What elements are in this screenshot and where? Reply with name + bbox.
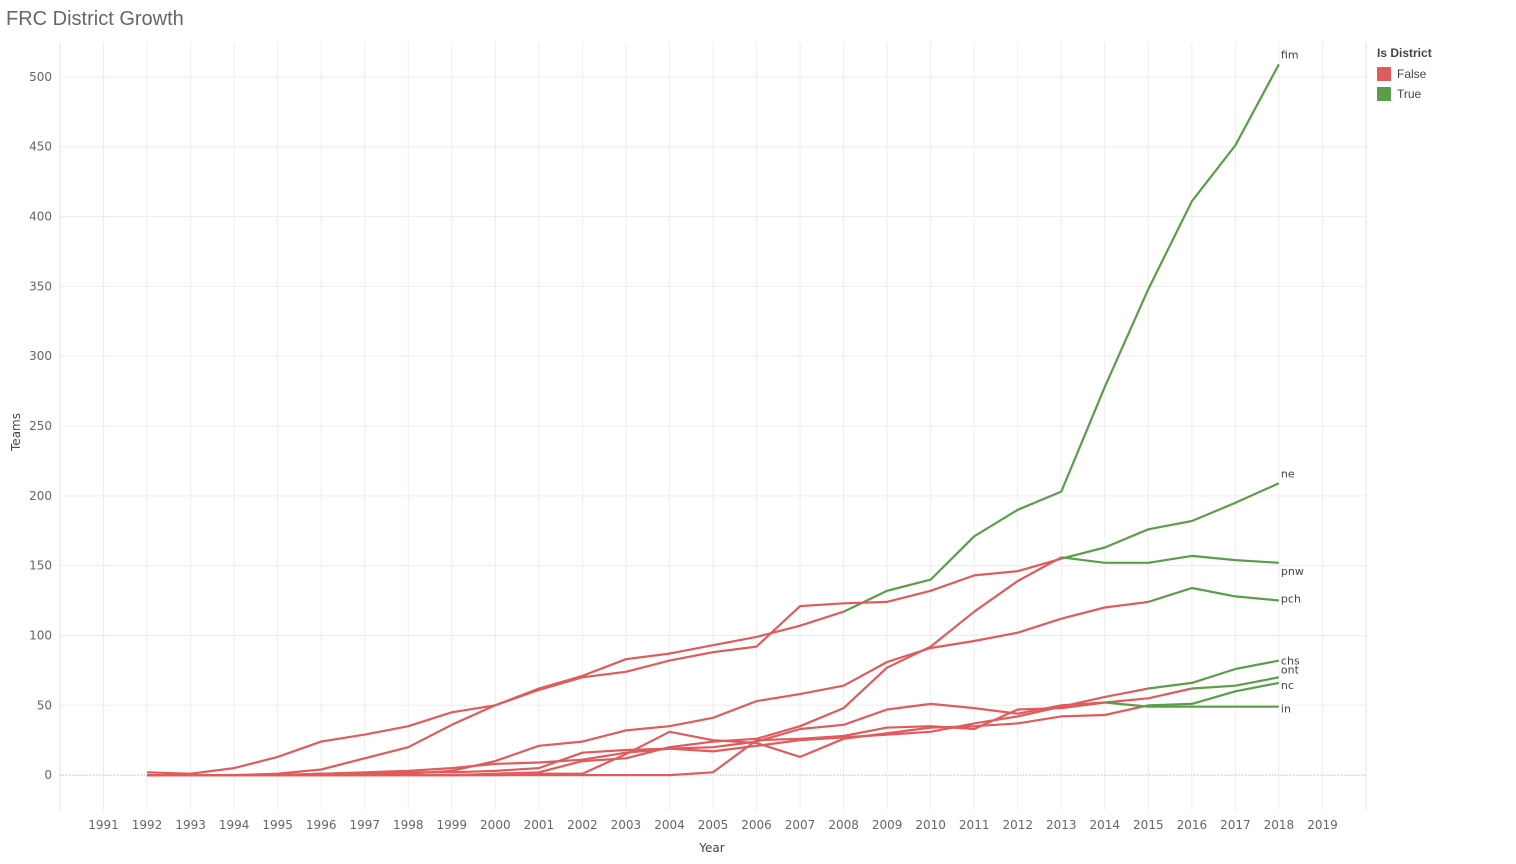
series-line-ne-district <box>1061 482 1280 560</box>
x-tick-label: 1992 <box>132 818 163 832</box>
x-tick-label: 2007 <box>785 818 816 832</box>
x-tick-label: 1996 <box>306 818 337 832</box>
x-tick-label: 2013 <box>1046 818 1077 832</box>
series-label-in: in <box>1281 703 1291 716</box>
legend-item-true[interactable]: True <box>1377 84 1432 104</box>
chart-title: FRC District Growth <box>6 8 184 30</box>
legend-title: Is District <box>1377 46 1432 60</box>
y-tick-label: 500 <box>29 70 52 84</box>
x-tick-label: 2008 <box>828 818 859 832</box>
legend-label-true: True <box>1397 87 1422 101</box>
x-axis: 1991 1992 1993 1994 1995 1996 1997 1998 1999 2000… <box>88 818 1337 832</box>
grid <box>59 42 1367 810</box>
series-in <box>147 701 1279 777</box>
series-label-pch: pch <box>1281 593 1301 606</box>
x-tick-label: 2015 <box>1133 818 1164 832</box>
x-tick-label: 2009 <box>872 818 903 832</box>
x-axis-title: Year <box>698 841 724 855</box>
series-ne <box>147 482 1280 777</box>
x-tick-label: 2014 <box>1090 818 1121 832</box>
series-line-chs-district <box>1148 659 1280 690</box>
series-labels: fim ne ont pnw chs pch nc in <box>1281 48 1304 715</box>
y-tick-label: 200 <box>29 489 52 503</box>
series-label-fim: fim <box>1281 48 1299 61</box>
y-tick-label: 450 <box>29 140 52 154</box>
series-line-in-non-district <box>147 701 1105 777</box>
legend-item-false[interactable]: False <box>1377 64 1432 84</box>
x-tick-label: 1995 <box>262 818 293 832</box>
series-line-ont-district <box>1191 676 1280 690</box>
x-tick-label: 2005 <box>698 818 729 832</box>
x-tick-label: 1993 <box>175 818 206 832</box>
series-line-pnw-non-district <box>147 556 1062 777</box>
x-tick-label: 1997 <box>349 818 380 832</box>
y-tick-label: 0 <box>44 768 52 782</box>
series-line-in-district <box>1104 701 1279 708</box>
series-lines <box>147 63 1280 777</box>
series-line-pch-district <box>1147 586 1280 603</box>
x-tick-label: 2002 <box>567 818 598 832</box>
legend-swatch-false <box>1377 67 1391 81</box>
legend-label-false: False <box>1397 67 1427 81</box>
x-tick-label: 2017 <box>1220 818 1251 832</box>
series-line-pnw-district <box>1061 554 1279 564</box>
y-tick-label: 400 <box>29 210 52 224</box>
y-axis: 0 50 100 150 200 250 300 350 400 450 500 <box>29 70 52 782</box>
x-tick-label: 2011 <box>959 818 990 832</box>
series-label-chs: chs <box>1281 655 1300 668</box>
x-tick-label: 1991 <box>88 818 119 832</box>
series-line-chs-non-district <box>147 687 1149 777</box>
x-tick-label: 2006 <box>741 818 772 832</box>
y-axis-title: Teams <box>9 413 23 452</box>
x-tick-label: 1994 <box>219 818 250 832</box>
series-line-fim-district <box>843 63 1280 613</box>
x-tick-label: 2012 <box>1002 818 1033 832</box>
legend: Is District False True <box>1377 46 1432 104</box>
series-line-nc-district <box>1148 681 1280 707</box>
x-tick-label: 2019 <box>1307 818 1338 832</box>
y-tick-label: 50 <box>37 698 52 712</box>
x-tick-label: 2010 <box>915 818 946 832</box>
y-tick-label: 300 <box>29 349 52 363</box>
series-chs <box>147 659 1280 777</box>
x-tick-label: 1999 <box>437 818 468 832</box>
y-tick-label: 150 <box>29 559 52 573</box>
x-tick-label: 2018 <box>1264 818 1295 832</box>
x-tick-label: 2000 <box>480 818 511 832</box>
y-tick-label: 100 <box>29 628 52 642</box>
x-tick-label: 2004 <box>654 818 685 832</box>
y-tick-label: 350 <box>29 279 52 293</box>
series-label-pnw: pnw <box>1281 565 1304 578</box>
x-tick-label: 2001 <box>524 818 555 832</box>
series-label-ne: ne <box>1281 467 1295 480</box>
x-tick-label: 2003 <box>611 818 642 832</box>
y-tick-label: 250 <box>29 419 52 433</box>
series-label-ont: ont <box>1281 663 1300 676</box>
legend-swatch-true <box>1377 87 1391 101</box>
series-line-ne-non-district <box>147 557 1062 777</box>
series-line-nc-non-district <box>147 704 1149 777</box>
x-tick-label: 1998 <box>393 818 424 832</box>
x-tick-label: 2016 <box>1177 818 1208 832</box>
series-label-nc: nc <box>1281 679 1294 692</box>
